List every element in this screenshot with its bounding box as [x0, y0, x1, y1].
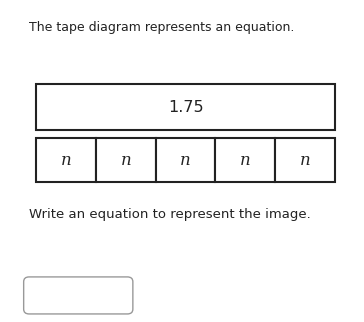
Bar — [156, 138, 215, 182]
FancyBboxPatch shape — [24, 277, 133, 314]
Text: n: n — [61, 152, 72, 169]
Bar — [215, 138, 275, 182]
Text: 1.75: 1.75 — [168, 99, 203, 115]
Bar — [275, 138, 335, 182]
Text: n: n — [120, 152, 131, 169]
Bar — [96, 138, 156, 182]
Text: n: n — [300, 152, 310, 169]
Bar — [36, 84, 335, 130]
Text: Write an equation to represent the image.: Write an equation to represent the image… — [29, 208, 311, 221]
Bar — [36, 138, 96, 182]
Text: n: n — [240, 152, 251, 169]
Text: The tape diagram represents an equation.: The tape diagram represents an equation. — [29, 21, 294, 34]
Text: n: n — [180, 152, 191, 169]
